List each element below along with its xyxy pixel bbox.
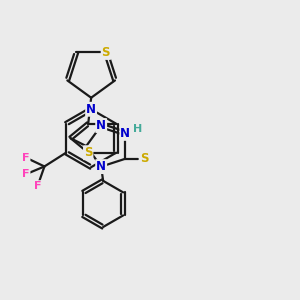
Text: S: S [102, 46, 110, 59]
Text: S: S [140, 152, 148, 165]
Text: F: F [34, 181, 41, 191]
Text: N: N [86, 103, 96, 116]
Text: N: N [120, 127, 130, 140]
Text: F: F [22, 153, 29, 163]
Text: H: H [134, 124, 143, 134]
Text: S: S [84, 146, 92, 159]
Text: F: F [22, 169, 29, 179]
Text: N: N [96, 119, 106, 132]
Text: N: N [96, 160, 106, 173]
